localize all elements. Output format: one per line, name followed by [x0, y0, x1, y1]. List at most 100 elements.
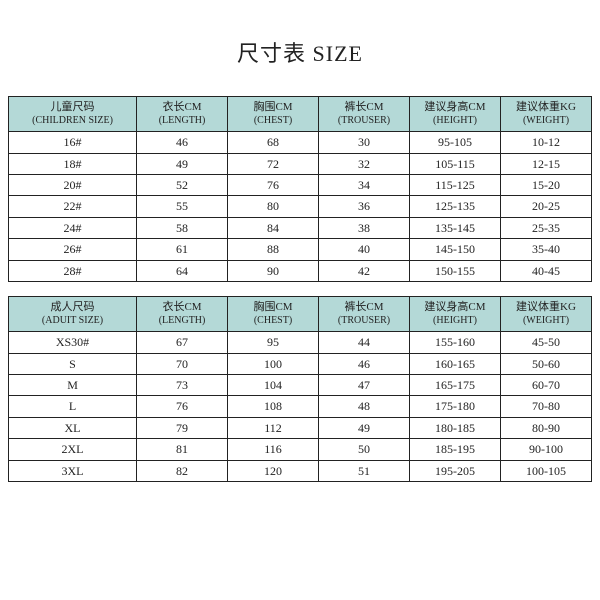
adult-cell-1-5: 50-60: [500, 353, 591, 374]
adult-cell-6-2: 120: [228, 460, 319, 481]
children-cell-2-2: 76: [228, 175, 319, 196]
adult-col-0-en: (ADUIT SIZE): [11, 315, 134, 328]
adult-col-3-en: (TROUSER): [321, 315, 407, 328]
children-cell-3-3: 36: [319, 196, 410, 217]
children-cell-1-5: 12-15: [500, 153, 591, 174]
adult-header-row: 成人尺码(ADUIT SIZE)衣长CM(LENGTH)胸围CM(CHEST)裤…: [9, 296, 592, 331]
table-row: 26#618840145-15035-40: [9, 239, 592, 260]
table-row: XS30#679544155-16045-50: [9, 332, 592, 353]
adult-cell-4-2: 112: [228, 417, 319, 438]
children-cell-6-1: 64: [137, 260, 228, 281]
adult-cell-1-2: 100: [228, 353, 319, 374]
adult-cell-6-4: 195-205: [410, 460, 501, 481]
children-cell-2-4: 115-125: [410, 175, 501, 196]
adult-col-4: 建议身高CM(HEIGHT): [410, 296, 501, 331]
adult-cell-2-1: 73: [137, 375, 228, 396]
children-col-0-zh: 儿童尺码: [11, 101, 134, 115]
adult-cell-3-5: 70-80: [500, 396, 591, 417]
adult-cell-6-5: 100-105: [500, 460, 591, 481]
table-row: 18#497232105-11512-15: [9, 153, 592, 174]
children-cell-6-5: 40-45: [500, 260, 591, 281]
children-cell-4-5: 25-35: [500, 217, 591, 238]
adult-col-5: 建议体重KG(WEIGHT): [500, 296, 591, 331]
tables-container: 儿童尺码(CHILDREN SIZE)衣长CM(LENGTH)胸围CM(CHES…: [0, 96, 600, 496]
adult-cell-2-3: 47: [319, 375, 410, 396]
children-col-5: 建议体重KG(WEIGHT): [500, 97, 591, 132]
table-row: 20#527634115-12515-20: [9, 175, 592, 196]
adult-cell-5-2: 116: [228, 439, 319, 460]
children-cell-5-2: 88: [228, 239, 319, 260]
adult-col-1-zh: 衣长CM: [139, 301, 225, 315]
children-col-1: 衣长CM(LENGTH): [137, 97, 228, 132]
children-cell-5-5: 35-40: [500, 239, 591, 260]
page-title: 尺寸表 SIZE: [0, 36, 600, 68]
adult-cell-0-2: 95: [228, 332, 319, 353]
children-col-5-zh: 建议体重KG: [503, 101, 589, 115]
children-cell-3-5: 20-25: [500, 196, 591, 217]
adult-cell-3-0: L: [9, 396, 137, 417]
children-cell-1-2: 72: [228, 153, 319, 174]
children-col-0-en: (CHILDREN SIZE): [11, 115, 134, 128]
children-col-4: 建议身高CM(HEIGHT): [410, 97, 501, 132]
adult-cell-4-1: 79: [137, 417, 228, 438]
adult-cell-1-0: S: [9, 353, 137, 374]
adult-col-4-en: (HEIGHT): [412, 315, 498, 328]
children-col-2-en: (CHEST): [230, 115, 316, 128]
adult-col-0-zh: 成人尺码: [11, 301, 134, 315]
adult-cell-0-5: 45-50: [500, 332, 591, 353]
children-cell-0-4: 95-105: [410, 132, 501, 153]
children-size-table: 儿童尺码(CHILDREN SIZE)衣长CM(LENGTH)胸围CM(CHES…: [8, 96, 592, 282]
children-cell-4-4: 135-145: [410, 217, 501, 238]
children-col-3-en: (TROUSER): [321, 115, 407, 128]
children-cell-5-1: 61: [137, 239, 228, 260]
children-cell-1-3: 32: [319, 153, 410, 174]
table-row: 24#588438135-14525-35: [9, 217, 592, 238]
adult-cell-5-5: 90-100: [500, 439, 591, 460]
children-cell-3-4: 125-135: [410, 196, 501, 217]
adult-cell-0-4: 155-160: [410, 332, 501, 353]
children-cell-6-4: 150-155: [410, 260, 501, 281]
children-cell-1-4: 105-115: [410, 153, 501, 174]
children-cell-0-1: 46: [137, 132, 228, 153]
children-col-1-en: (LENGTH): [139, 115, 225, 128]
children-cell-6-3: 42: [319, 260, 410, 281]
table-row: L7610848175-18070-80: [9, 396, 592, 417]
adult-cell-5-3: 50: [319, 439, 410, 460]
children-cell-5-4: 145-150: [410, 239, 501, 260]
children-cell-0-3: 30: [319, 132, 410, 153]
adult-cell-2-4: 165-175: [410, 375, 501, 396]
children-cell-4-1: 58: [137, 217, 228, 238]
adult-cell-4-3: 49: [319, 417, 410, 438]
children-cell-4-3: 38: [319, 217, 410, 238]
children-col-2-zh: 胸围CM: [230, 101, 316, 115]
children-cell-1-0: 18#: [9, 153, 137, 174]
children-cell-2-3: 34: [319, 175, 410, 196]
adult-cell-3-4: 175-180: [410, 396, 501, 417]
adult-col-0: 成人尺码(ADUIT SIZE): [9, 296, 137, 331]
children-cell-6-0: 28#: [9, 260, 137, 281]
table-row: 2XL8111650185-19590-100: [9, 439, 592, 460]
children-cell-5-3: 40: [319, 239, 410, 260]
adult-size-table: 成人尺码(ADUIT SIZE)衣长CM(LENGTH)胸围CM(CHEST)裤…: [8, 296, 592, 482]
adult-col-5-zh: 建议体重KG: [503, 301, 589, 315]
children-cell-3-0: 22#: [9, 196, 137, 217]
children-col-2: 胸围CM(CHEST): [228, 97, 319, 132]
table-row: 16#46683095-10510-12: [9, 132, 592, 153]
adult-col-2: 胸围CM(CHEST): [228, 296, 319, 331]
adult-cell-5-0: 2XL: [9, 439, 137, 460]
table-row: XL7911249180-18580-90: [9, 417, 592, 438]
adult-col-3: 裤长CM(TROUSER): [319, 296, 410, 331]
adult-cell-3-1: 76: [137, 396, 228, 417]
children-col-3: 裤长CM(TROUSER): [319, 97, 410, 132]
adult-col-1-en: (LENGTH): [139, 315, 225, 328]
children-cell-2-0: 20#: [9, 175, 137, 196]
children-cell-4-2: 84: [228, 217, 319, 238]
adult-cell-4-4: 180-185: [410, 417, 501, 438]
table-row: 3XL8212051195-205100-105: [9, 460, 592, 481]
children-cell-3-2: 80: [228, 196, 319, 217]
adult-cell-5-1: 81: [137, 439, 228, 460]
children-cell-1-1: 49: [137, 153, 228, 174]
table-row: M7310447165-17560-70: [9, 375, 592, 396]
adult-col-1: 衣长CM(LENGTH): [137, 296, 228, 331]
adult-cell-3-2: 108: [228, 396, 319, 417]
